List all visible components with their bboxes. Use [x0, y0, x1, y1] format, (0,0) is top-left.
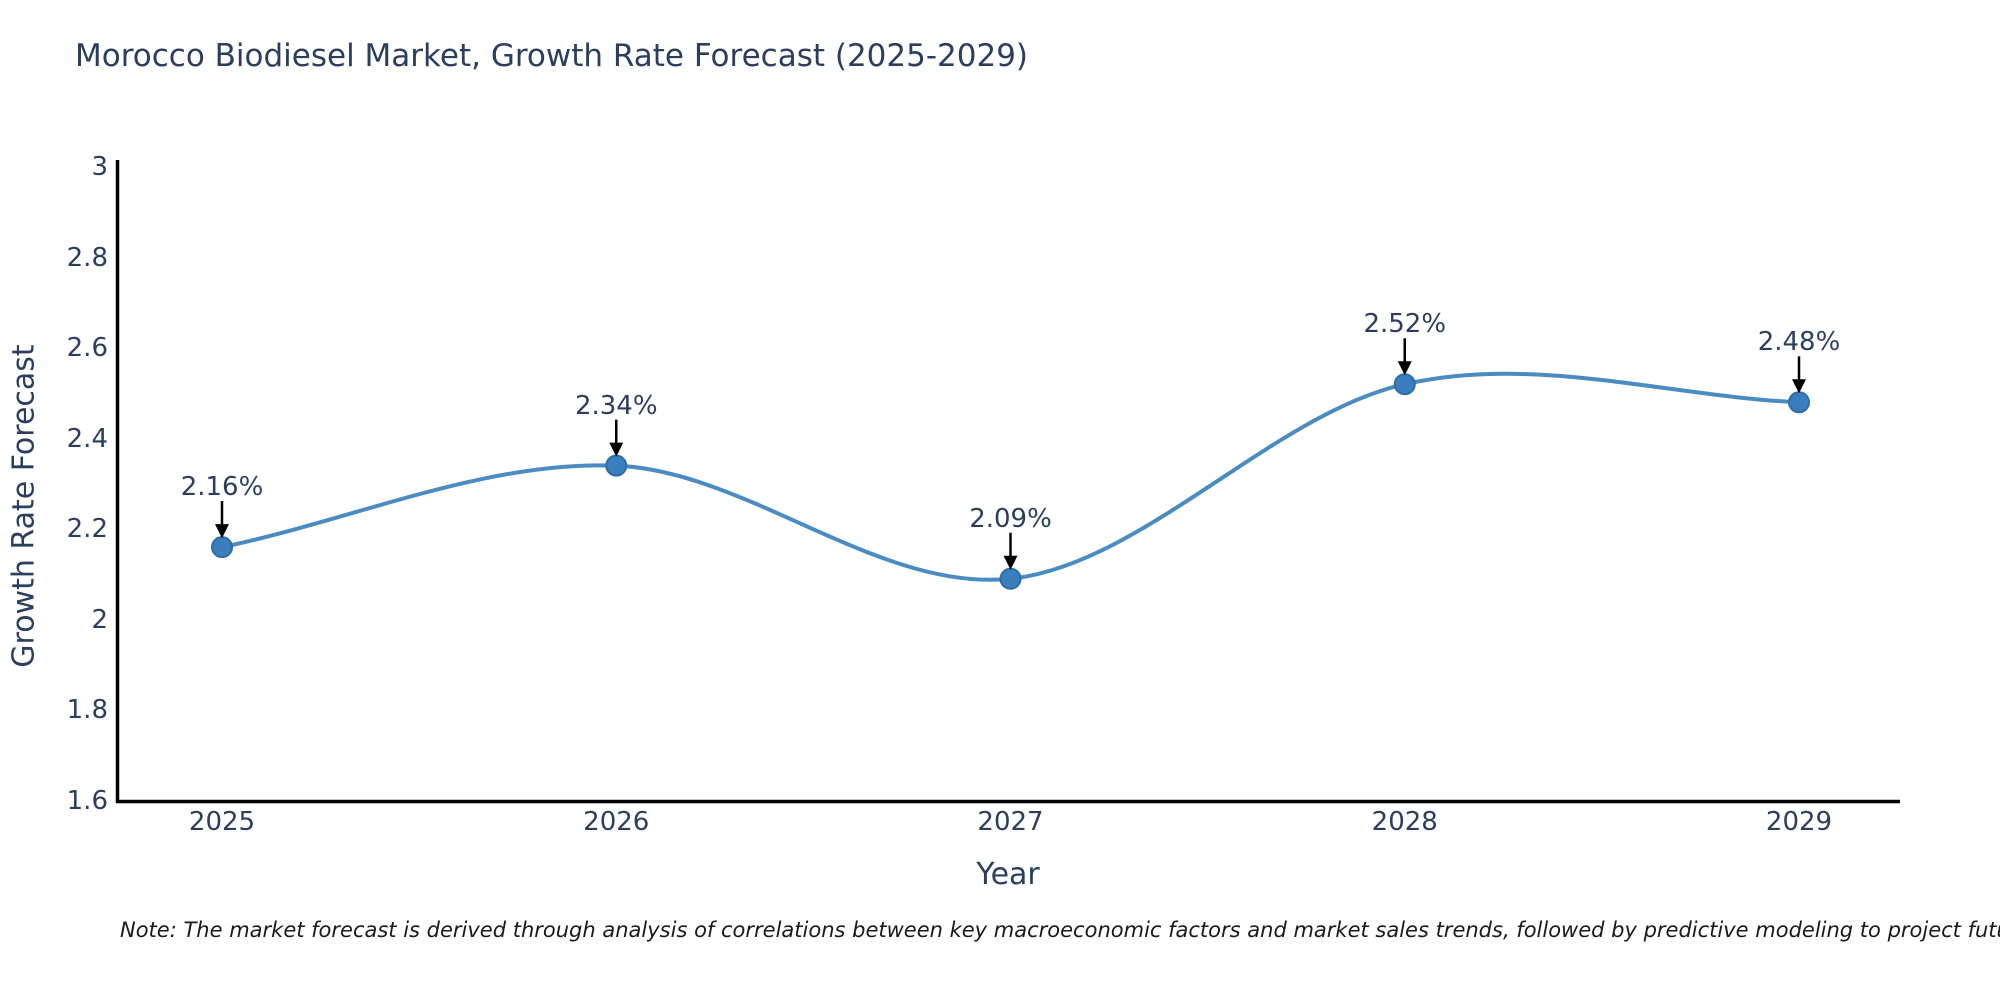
- x-tick-label: 2025: [188, 807, 256, 837]
- y-tick-label: 2: [91, 604, 108, 635]
- x-tick-label: 2027: [977, 807, 1044, 837]
- annotation-arrow-head: [1792, 379, 1806, 394]
- point-value-label: 2.09%: [969, 503, 1052, 534]
- y-tick-label: 2.8: [66, 242, 108, 273]
- data-point-marker: [211, 536, 233, 559]
- annotation-arrow-head: [609, 442, 624, 457]
- point-value-label: 2.48%: [1757, 327, 1841, 358]
- y-tick-label: 1.6: [66, 785, 108, 816]
- data-point-marker: [605, 454, 628, 477]
- data-point-marker: [999, 567, 1022, 590]
- y-tick-label: 3: [91, 152, 108, 182]
- point-value-label: 2.52%: [1363, 309, 1447, 340]
- point-value-label: 2.16%: [180, 472, 264, 503]
- x-tick-label: 2029: [1765, 807, 1833, 837]
- y-tick-label: 2.4: [66, 423, 108, 454]
- y-tick-label: 1.8: [66, 695, 108, 725]
- y-tick-label: 2.2: [66, 514, 108, 544]
- point-value-label: 2.34%: [574, 390, 658, 421]
- annotation-arrow-head: [215, 524, 229, 539]
- y-tick-label: 2.6: [66, 333, 108, 363]
- data-point-marker: [1393, 373, 1416, 396]
- x-axis-title: Year: [976, 857, 1040, 892]
- data-point-marker: [1788, 391, 1810, 414]
- chart-title: Morocco Biodiesel Market, Growth Rate Fo…: [75, 38, 1029, 74]
- axis-lines: [115, 160, 1900, 804]
- annotation-arrow-head: [1003, 555, 1018, 570]
- annotation-arrow-head: [1397, 361, 1412, 376]
- x-tick-label: 2026: [583, 807, 650, 837]
- footnote: Note: The market forecast is derived thr…: [120, 918, 2000, 942]
- x-tick-label: 2028: [1371, 807, 1438, 837]
